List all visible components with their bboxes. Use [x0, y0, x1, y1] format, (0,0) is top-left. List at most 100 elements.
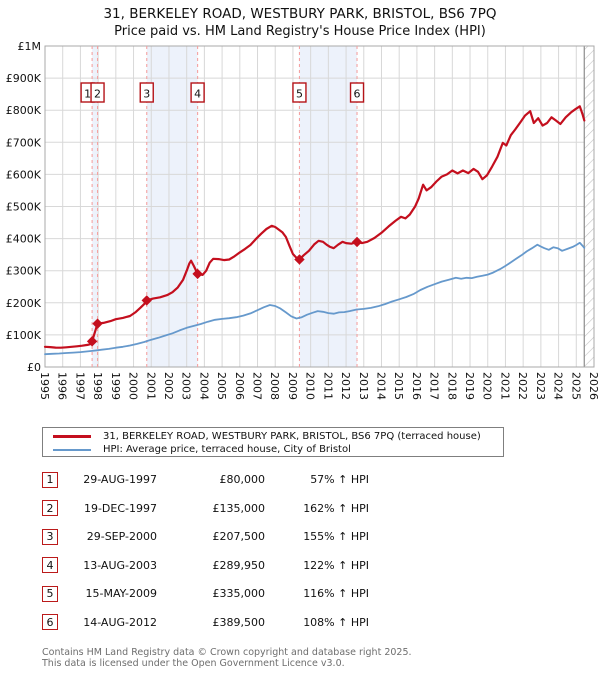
sale-number-badge: 1: [42, 471, 58, 488]
sale-flag-number: 1: [84, 88, 91, 101]
price-axis-label: £200K: [6, 297, 42, 310]
year-axis-label: 2021: [498, 372, 511, 400]
year-axis-label: 2010: [304, 372, 317, 400]
sale-date: 29-SEP-2000: [86, 530, 157, 544]
year-axis-label: 2022: [516, 372, 529, 400]
year-axis-label: 2024: [552, 372, 565, 400]
sale-date: 19-DEC-1997: [83, 501, 157, 515]
year-axis-label: 2003: [180, 372, 193, 400]
sale-flag-number: 4: [194, 88, 201, 101]
year-axis-label: 2002: [162, 372, 175, 400]
year-axis-label: 2018: [445, 372, 458, 400]
sale-number-badge: 5: [42, 585, 58, 602]
year-axis-label: 2014: [374, 372, 387, 400]
price-axis-label: £500K: [6, 201, 42, 214]
sale-flag-box: [349, 82, 365, 103]
sale-date: 15-MAY-2009: [85, 587, 157, 601]
sale-price: £207,500: [212, 530, 266, 544]
legend-row-hpi: HPI: Average price, terraced house, City…: [43, 443, 503, 456]
year-axis-label: 2017: [428, 372, 441, 400]
price-axis-label: £800K: [6, 104, 42, 117]
footer-line2: This data is licensed under the Open Gov…: [42, 657, 345, 669]
sale-price: £335,000: [212, 587, 266, 601]
year-axis-label: 2019: [463, 372, 476, 400]
sale-flag-number: 5: [296, 88, 303, 101]
sale-marker: [351, 236, 363, 248]
future-hatch-region: [584, 46, 594, 367]
price-history-chart: 1 2 3 4 5 6 £0 £100K £200K £300K £400K £500K £600K £7…: [6, 40, 600, 400]
price-axis-label: £600K: [6, 168, 42, 181]
year-axis-label: 2006: [233, 372, 246, 400]
sale-row: 4 13-AUG-2003 £289,950 122% ↑ HPI: [42, 557, 369, 575]
sale-number-badge: 4: [42, 557, 58, 574]
sale-price: £289,950: [212, 558, 266, 572]
year-axis-label: 2008: [268, 372, 281, 400]
legend-row-property: 31, BERKELEY ROAD, WESTBURY PARK, BRISTO…: [43, 430, 503, 443]
year-axis-label: 2007: [251, 372, 264, 400]
sale-vs-hpi: 122% ↑ HPI: [303, 558, 369, 572]
sale-row: 3 29-SEP-2000 £207,500 155% ↑ HPI: [42, 528, 369, 546]
sale-flag-box: [139, 82, 154, 103]
sale-price: £135,000: [212, 501, 266, 515]
chart-legend: 31, BERKELEY ROAD, WESTBURY PARK, BRISTO…: [42, 427, 504, 457]
sale-row: 2 19-DEC-1997 £135,000 162% ↑ HPI: [42, 500, 369, 518]
sale-vs-hpi: 155% ↑ HPI: [303, 530, 369, 544]
sale-flag-box: [90, 82, 105, 103]
sale-price: £389,500: [212, 615, 266, 629]
sale-marker: [192, 268, 203, 280]
year-axis-label: 2016: [410, 372, 423, 400]
page-subtitle: Price paid vs. HM Land Registry's House …: [114, 24, 486, 39]
page-title: 31, BERKELEY ROAD, WESTBURY PARK, BRISTO…: [103, 6, 497, 22]
sale-date: 13-AUG-2003: [83, 558, 157, 572]
price-paid-line: [43, 105, 586, 349]
sale-flag-number: 2: [94, 88, 101, 101]
plot-border: [44, 45, 595, 368]
price-axis-label: £700K: [6, 136, 42, 149]
footer-line1: Contains HM Land Registry data © Crown c…: [42, 647, 412, 658]
sale-vs-hpi: 162% ↑ HPI: [303, 501, 369, 515]
price-axis-label: £100K: [6, 329, 42, 342]
sale-marker: [141, 295, 152, 306]
year-axis-label: 2005: [215, 372, 228, 400]
sale-date: 29-AUG-1997: [83, 473, 157, 487]
sales-table: 1 29-AUG-1997 £80,000 57% ↑ HPI 2 19-DEC-1997…: [42, 471, 369, 642]
sale-flag-number: 3: [143, 88, 150, 101]
year-axis-label: 2015: [392, 372, 405, 400]
licence-footer: Contains HM Land Registry data © Crown c…: [42, 647, 412, 669]
year-axis-label: 2001: [144, 372, 157, 400]
hpi-line-swatch: [53, 448, 91, 451]
sale-flag-box: [190, 82, 205, 103]
legend-label-hpi: HPI: Average price, terraced house, City…: [103, 444, 351, 455]
year-axis-label: 2012: [339, 372, 352, 400]
price-axis-label: £1M: [18, 40, 42, 53]
sale-marker: [294, 254, 305, 265]
sale-marker: [86, 336, 98, 347]
year-axis-label: 2026: [587, 372, 600, 400]
year-axis-label: 2004: [197, 372, 210, 400]
legend-label-property: 31, BERKELEY ROAD, WESTBURY PARK, BRISTO…: [103, 431, 481, 442]
price-axis-label: £300K: [6, 265, 42, 278]
year-axis-label: 1998: [91, 372, 104, 400]
sale-vs-hpi: 108% ↑ HPI: [303, 615, 369, 629]
sale-row: 6 14-AUG-2012 £389,500 108% ↑ HPI: [42, 614, 369, 632]
year-axis-label: 1995: [38, 372, 51, 400]
sale-row: 1 29-AUG-1997 £80,000 57% ↑ HPI: [42, 471, 369, 489]
year-axis-label: 1996: [56, 372, 69, 400]
price-axis-label: £900K: [6, 72, 42, 85]
sale-vs-hpi: 116% ↑ HPI: [303, 587, 369, 601]
sale-flag-box: [292, 82, 307, 103]
year-axis-label: 2000: [127, 372, 140, 400]
year-axis-label: 2025: [569, 372, 582, 400]
sale-vs-hpi: 57% ↑ HPI: [310, 473, 369, 487]
hpi-line: [44, 241, 586, 356]
sale-date: 14-AUG-2012: [83, 615, 157, 629]
sale-price: £80,000: [219, 473, 266, 487]
year-axis-label: 1999: [109, 372, 122, 400]
sale-row: 5 15-MAY-2009 £335,000 116% ↑ HPI: [42, 585, 369, 603]
sale-number-badge: 3: [42, 528, 58, 545]
year-axis-label: 2023: [534, 372, 547, 400]
price-axis-label: £400K: [6, 233, 42, 246]
year-axis-label: 2009: [286, 372, 299, 400]
year-axis-label: 2011: [321, 372, 334, 400]
